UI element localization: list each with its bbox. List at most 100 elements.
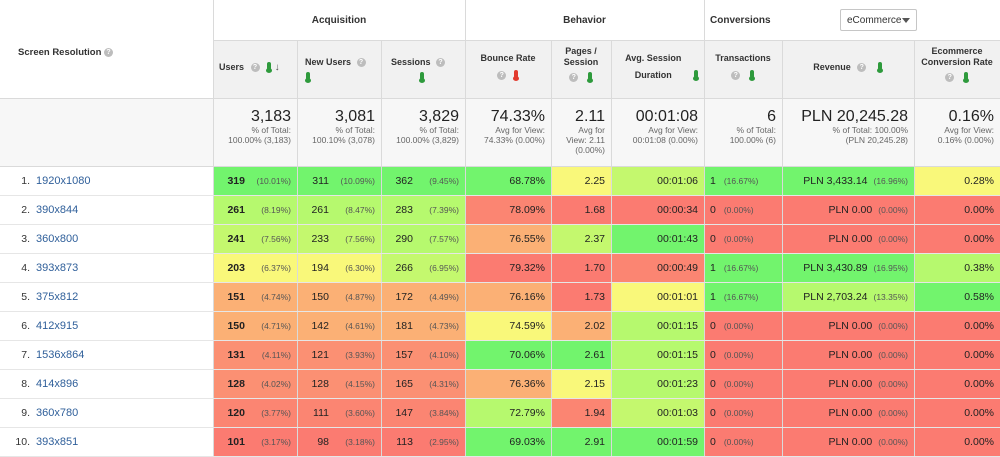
cell-value: PLN 3,433.14 xyxy=(803,174,868,187)
cell-percent: (6.37%) xyxy=(261,262,291,273)
cell-revenue: PLN 0.00 (0.00%) xyxy=(782,311,914,340)
cell-value: 69.03% xyxy=(509,435,545,448)
resolution-link[interactable]: 360x800 xyxy=(36,232,79,245)
cell-transactions: 0 (0.00%) xyxy=(704,340,782,369)
row-divider xyxy=(0,166,1000,167)
cell-percent: (2.95%) xyxy=(429,436,459,447)
cell-value: 311 xyxy=(312,174,329,187)
cell-avg-duration: 00:00:34 xyxy=(611,195,704,224)
cell-avg-duration: 00:01:15 xyxy=(611,340,704,369)
cell-percent: (0.00%) xyxy=(878,349,908,360)
thermometer-icon[interactable] xyxy=(876,62,883,74)
cell-conversion-rate: 0.00% xyxy=(914,398,1000,427)
resolution-link[interactable]: 414x896 xyxy=(36,377,79,390)
cell-conversion-rate: 0.00% xyxy=(914,224,1000,253)
thermometer-icon[interactable] xyxy=(692,70,699,82)
cell-conversion-rate: 0.00% xyxy=(914,340,1000,369)
cell-transactions: 0 (0.00%) xyxy=(704,311,782,340)
col-pages-session[interactable]: Pages / Session ? xyxy=(551,40,611,98)
thermometer-icon[interactable] xyxy=(962,72,969,83)
cell-value: 131 xyxy=(227,348,245,361)
cell-value: 76.36% xyxy=(509,377,545,390)
resolution-link[interactable]: 360x780 xyxy=(36,406,79,419)
cell-percent: (10.09%) xyxy=(340,175,376,186)
cell-percent: (3.84%) xyxy=(429,407,459,418)
cell-avg-duration: 00:00:49 xyxy=(611,253,704,282)
cell-percent: (8.47%) xyxy=(345,204,375,215)
resolution-link[interactable]: 393x873 xyxy=(36,261,79,274)
cell-value: 241 xyxy=(227,232,245,245)
thermometer-icon[interactable] xyxy=(305,72,311,83)
cell-value: PLN 0.00 xyxy=(828,348,873,361)
col-conversion-rate[interactable]: Ecommerce Conversion Rate ? xyxy=(914,40,1000,98)
cell-value: 150 xyxy=(311,290,329,303)
col-bounce-rate[interactable]: Bounce Rate ? xyxy=(465,40,551,98)
thermometer-icon[interactable] xyxy=(266,62,273,74)
col-avg-duration[interactable]: Avg. Session Duration xyxy=(611,40,704,98)
cell-conversion-rate: 0.00% xyxy=(914,311,1000,340)
cell-pages-session: 1.94 xyxy=(551,398,611,427)
cell-transactions: 1 (16.67%) xyxy=(704,282,782,311)
cell-revenue: PLN 0.00 (0.00%) xyxy=(782,340,914,369)
cell-value: 0 xyxy=(710,406,716,419)
help-icon[interactable]: ? xyxy=(104,47,114,57)
cell-value: 00:01:15 xyxy=(657,319,698,332)
help-icon[interactable]: ? xyxy=(250,63,260,73)
resolution-link[interactable]: 390x844 xyxy=(36,203,79,216)
resolution-link[interactable]: 1920x1080 xyxy=(36,174,91,187)
total-bounce-rate: 74.33% Avg for View: 74.33% (0.00%) xyxy=(465,98,551,166)
help-icon[interactable]: ? xyxy=(569,73,579,82)
cell-bounce-rate: 74.59% xyxy=(465,311,551,340)
cell-percent: (3.93%) xyxy=(345,349,375,360)
help-icon[interactable]: ? xyxy=(497,71,507,80)
cell-bounce-rate: 76.55% xyxy=(465,224,551,253)
col-revenue-label: Revenue xyxy=(813,62,851,72)
cell-new-users: 121 (3.93%) xyxy=(297,340,381,369)
cell-percent: (0.00%) xyxy=(723,204,754,215)
thermometer-icon[interactable] xyxy=(748,70,755,81)
col-transactions[interactable]: Transactions ? xyxy=(704,40,782,98)
col-new-users[interactable]: New Users ? xyxy=(297,40,381,98)
cell-value: 1.70 xyxy=(584,261,605,274)
resolution-link[interactable]: 393x851 xyxy=(36,435,79,448)
resolution-link[interactable]: 412x915 xyxy=(36,319,79,332)
cell-value: 150 xyxy=(227,319,245,332)
row-index: 5. xyxy=(21,290,30,303)
sort-descending-icon[interactable]: ↓ xyxy=(274,62,280,74)
col-users[interactable]: Users ? ↓ xyxy=(213,40,297,98)
cell-percent: (8.19%) xyxy=(261,204,291,215)
total-transactions: 6% of Total: 100.00% (6) xyxy=(704,98,782,166)
col-conversion-rate-label: Ecommerce Conversion Rate xyxy=(921,46,993,67)
help-icon[interactable]: ? xyxy=(436,58,446,68)
cell-value: 0 xyxy=(710,435,716,448)
cell-value: 165 xyxy=(395,377,413,390)
cell-bounce-rate: 72.79% xyxy=(465,398,551,427)
column-divider xyxy=(465,0,466,457)
cell-value: 00:00:49 xyxy=(657,261,698,274)
thermometer-icon[interactable] xyxy=(419,72,425,83)
help-icon[interactable]: ? xyxy=(945,73,955,82)
cell-value: 78.09% xyxy=(509,203,545,216)
thermometer-icon[interactable] xyxy=(586,72,593,83)
cell-value: 79.32% xyxy=(509,261,545,274)
cell-percent: (16.67%) xyxy=(723,262,759,273)
col-revenue[interactable]: Revenue ? xyxy=(782,40,914,98)
help-icon[interactable]: ? xyxy=(731,71,741,80)
table-row-label: 10. 393x851 xyxy=(0,427,213,456)
cell-value: 0.00% xyxy=(964,348,994,361)
cell-value: 121 xyxy=(311,348,329,361)
col-bounce-rate-label: Bounce Rate xyxy=(480,53,536,63)
total-avg-duration: 00:01:08 Avg for View: 00:01:08 (0.00%) xyxy=(611,98,704,166)
cell-new-users: 311 (10.09%) xyxy=(297,166,381,195)
help-icon[interactable]: ? xyxy=(857,63,867,73)
row-divider xyxy=(0,282,1000,283)
cell-conversion-rate: 0.58% xyxy=(914,282,1000,311)
conversion-type-dropdown[interactable]: eCommerce xyxy=(840,9,917,31)
thermometer-icon[interactable] xyxy=(512,70,519,81)
cell-value: 0 xyxy=(710,348,716,361)
col-sessions[interactable]: Sessions ? xyxy=(381,40,465,98)
resolution-link[interactable]: 1536x864 xyxy=(36,348,85,361)
cell-transactions: 1 (16.67%) xyxy=(704,166,782,195)
resolution-link[interactable]: 375x812 xyxy=(36,290,79,303)
help-icon[interactable]: ? xyxy=(356,58,366,68)
